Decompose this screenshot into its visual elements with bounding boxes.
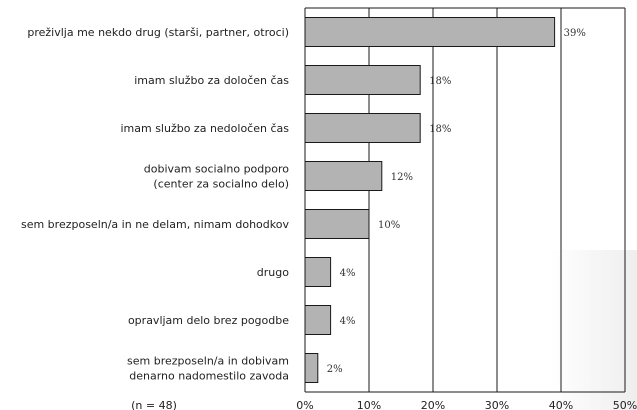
- x-tick-label-20: 20%: [421, 399, 445, 410]
- category-label-3-line-1: (center za socialno delo): [153, 178, 289, 191]
- category-label-1: imam službo za določen čas: [134, 74, 289, 87]
- x-tick-label-0: 0%: [296, 399, 313, 410]
- x-tick-label-40: 40%: [549, 399, 573, 410]
- background-shade: [550, 250, 637, 410]
- x-tick-label-30: 30%: [485, 399, 509, 410]
- category-label-4: sem brezposeln/a in ne delam, nimam doho…: [21, 218, 290, 231]
- data-label-0: 39%: [564, 28, 586, 39]
- category-label-5: drugo: [257, 266, 289, 279]
- data-label-1: 18%: [429, 76, 451, 87]
- category-label-2: imam službo za nedoločen čas: [120, 122, 289, 135]
- bar-4: [304, 209, 370, 239]
- bar-6: [304, 305, 332, 335]
- data-label-6: 4%: [340, 316, 356, 327]
- category-label-7-line-1: denarno nadomestilo zavoda: [129, 370, 289, 383]
- category-label-7-line-0: sem brezposeln/a in dobivam: [127, 355, 289, 368]
- data-label-2: 18%: [429, 124, 451, 135]
- category-label-3-line-0: dobivam socialno podporo: [144, 163, 289, 176]
- x-tick-label-10: 10%: [357, 399, 381, 410]
- data-label-7: 2%: [327, 364, 343, 375]
- category-label-0: preživlja me nekdo drug (starši, partner…: [27, 26, 289, 39]
- bar-3: [304, 161, 383, 191]
- bar-0: [304, 17, 556, 47]
- data-label-4: 10%: [378, 220, 400, 231]
- data-label-5: 4%: [340, 268, 356, 279]
- category-label-6: opravljam delo brez pogodbe: [128, 314, 289, 327]
- x-tick-label-50: 50%: [613, 399, 637, 410]
- bar-2: [304, 113, 421, 143]
- bar-7: [304, 353, 319, 383]
- bar-5: [304, 257, 332, 287]
- sample-size-note: (n = 48): [131, 399, 177, 410]
- data-label-3: 12%: [391, 172, 413, 183]
- bar-1: [304, 65, 421, 95]
